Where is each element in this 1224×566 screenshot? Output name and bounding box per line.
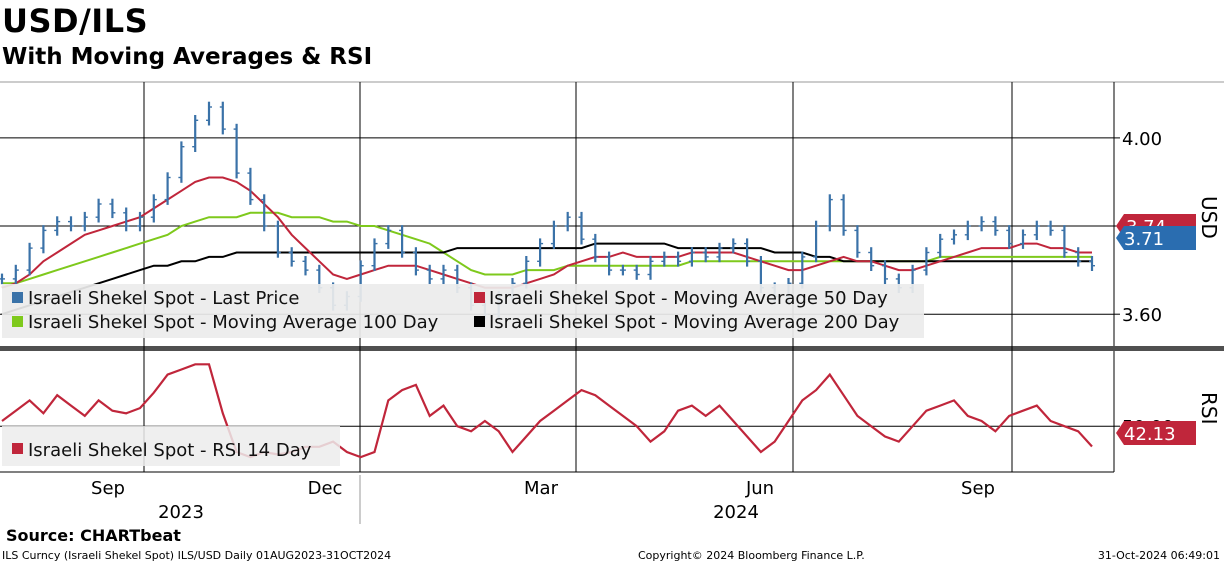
legend-swatch-ma50 (474, 292, 485, 303)
legend-swatch-last-price (12, 292, 23, 303)
legend-swatch-ma200 (474, 316, 485, 327)
legend-label-ma50: Israeli Shekel Spot - Moving Average 50 … (489, 288, 888, 309)
panel-divider[interactable] (0, 346, 1224, 351)
security-description: ILS Curncy (Israeli Shekel Spot) ILS/USD… (2, 549, 392, 562)
price-tick-label: 4.00 (1122, 129, 1162, 150)
legend-label-ma200: Israeli Shekel Spot - Moving Average 200… (489, 312, 900, 333)
price-tick-label: 3.60 (1122, 305, 1162, 326)
x-label-jun: Jun (745, 478, 774, 499)
x-label-mar: Mar (524, 478, 559, 499)
price-value-tags: 3.74 3.71 (1116, 214, 1196, 250)
x-axis-labels: Sep Dec Mar Jun Sep 2023 2024 (91, 478, 995, 523)
rsi-value-label: 42.13 (1124, 424, 1176, 445)
x-label-sep-2024: Sep (961, 478, 995, 499)
price-axis-label: USD (1197, 196, 1221, 239)
x-label-year-2024: 2024 (713, 502, 759, 523)
price-legend-box (2, 284, 924, 338)
series-ma200 (1, 242, 1092, 316)
series-rsi (1, 363, 1093, 459)
x-label-year-2023: 2023 (158, 502, 204, 523)
rsi-value-tag (1116, 421, 1196, 445)
timestamp: 31-Oct-2024 06:49:01 (1097, 549, 1220, 562)
rsi-series-group (1, 363, 1093, 459)
chart-title: USD/ILS (2, 2, 149, 40)
last-price-tag (1116, 226, 1196, 250)
x-label-sep-2023: Sep (91, 478, 125, 499)
rsi-legend: Israeli Shekel Spot - RSI 14 Day (2, 426, 340, 466)
copyright-notice: Copyright© 2024 Bloomberg Finance L.P. (638, 549, 865, 562)
source-label: Source: CHARTbeat (6, 526, 181, 545)
vertical-gridlines (143, 82, 1013, 472)
rsi-axis-label: RSI (1197, 392, 1221, 425)
x-label-dec: Dec (308, 478, 343, 499)
rsi-legend-box (2, 426, 340, 466)
rsi-value-tag-group: 42.13 (1116, 421, 1196, 445)
chart-subtitle: With Moving Averages & RSI (2, 44, 373, 70)
legend-label-ma100: Israeli Shekel Spot - Moving Average 100… (28, 312, 439, 333)
legend-label-last-price: Israeli Shekel Spot - Last Price (28, 288, 299, 309)
legend-swatch-ma100 (12, 316, 23, 327)
legend-swatch-rsi (12, 443, 23, 454)
last-price-value-label: 3.71 (1124, 229, 1164, 250)
legend-label-rsi: Israeli Shekel Spot - RSI 14 Day (28, 440, 312, 461)
series-ma50 (1, 176, 1092, 289)
price-legend: Israeli Shekel Spot - Last Price Israeli… (2, 284, 924, 338)
